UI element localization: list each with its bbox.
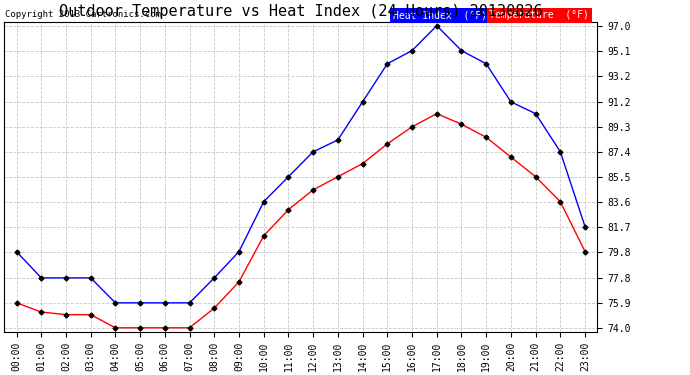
Text: Heat Index  (°F): Heat Index (°F): [393, 10, 486, 20]
Title: Outdoor Temperature vs Heat Index (24 Hours) 20130826: Outdoor Temperature vs Heat Index (24 Ho…: [59, 4, 542, 19]
Text: Temperature  (°F): Temperature (°F): [489, 10, 589, 20]
Text: Copyright 2013 Cartronics.com: Copyright 2013 Cartronics.com: [5, 10, 161, 19]
